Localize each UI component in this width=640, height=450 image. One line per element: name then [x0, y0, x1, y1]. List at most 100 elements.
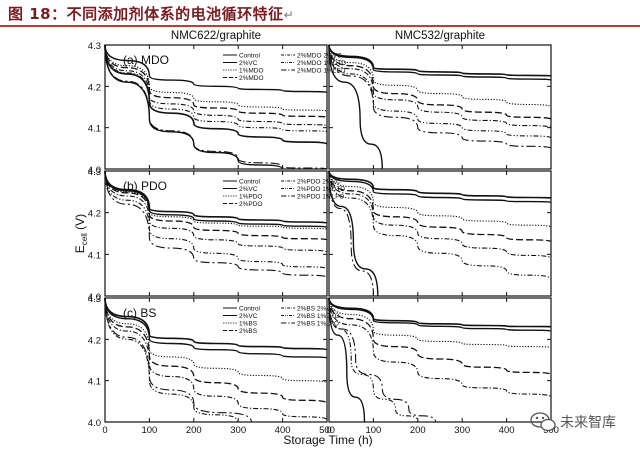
- legend-entry: 2%VC: [239, 186, 258, 193]
- x-tick-label: 100: [141, 425, 157, 436]
- y-axis-label: Ecell (V): [73, 214, 89, 253]
- y-tick-label: 4.2: [88, 209, 101, 220]
- battery-storage-chart: NMC622/graphite NMC532/graphite Ecell (V) S…: [73, 30, 559, 447]
- panel-2-2-series-line: [328, 170, 552, 203]
- legend-entry: 2%BS 2%VC: [297, 306, 336, 313]
- panel-3-2-series-line: [328, 297, 366, 423]
- panel-2-2-series-line: [328, 170, 379, 297]
- x-tick-label: 400: [275, 425, 291, 436]
- legend-entry: 2%PDO 1%LFO: [297, 194, 344, 201]
- row-label-3: (c) BS: [123, 306, 156, 320]
- legend-entry: Control: [239, 306, 261, 313]
- panel-2-1-series-line: [104, 170, 328, 278]
- legend-entry: 2%PDO: [239, 201, 262, 208]
- legend-entry: 1%PDO: [239, 194, 262, 201]
- y-tick-label: 4.0: [88, 165, 101, 176]
- legend-entry: 2%MDO: [239, 75, 264, 82]
- panel-1-2-frame: [328, 44, 552, 170]
- panel-3-2-series-line: [328, 297, 437, 423]
- panel-3-1-series-line: [104, 297, 253, 423]
- panel-2-1-series-line: [104, 170, 328, 241]
- legend-entry: 1%MDO: [239, 68, 264, 75]
- panel-3-2-frame: [328, 297, 552, 423]
- panel-1-2-series-line: [328, 44, 552, 139]
- panel-1-1-series-line: [104, 44, 328, 94]
- legend-entry: 2%MDO 2%VC: [297, 53, 342, 60]
- legend-entry: 2%MDO 1%LFO: [297, 68, 345, 75]
- panel-3-2-series-line: [328, 297, 552, 332]
- panel-1-2-series-line: [328, 44, 552, 129]
- y-tick-label: 4.2: [88, 335, 101, 346]
- panel-3-1-series-line: [104, 297, 328, 421]
- y-tick-label: 4.1: [88, 124, 101, 135]
- x-tick-label: 300: [230, 425, 246, 436]
- x-tick-label: 0: [326, 425, 331, 436]
- y-tick-label: 4.1: [88, 250, 101, 261]
- y-axis-label-main: E: [73, 245, 87, 253]
- y-axis-label-unit: (V): [73, 214, 87, 233]
- column-title-1: NMC622/graphite: [171, 30, 261, 42]
- header-rule: [0, 25, 640, 27]
- x-axis-label: Storage Time (h): [283, 433, 372, 447]
- panel-1-1-series-line: [104, 44, 328, 127]
- column-title-2: NMC532/graphite: [395, 30, 485, 42]
- x-tick-label: 500: [319, 425, 335, 436]
- panel-3-1-series-line: [104, 297, 328, 384]
- panel-1-2-series-line: [328, 44, 552, 149]
- panel-2-2-series-line: [328, 170, 552, 199]
- y-tick-label: 4.0: [88, 418, 101, 429]
- y-axis-label-sub: cell: [80, 233, 89, 245]
- panel-2-1-series-line: [104, 170, 328, 253]
- y-tick-label: 4.0: [88, 292, 101, 303]
- panel-2-1-series-line: [104, 170, 328, 230]
- figure-header: 图 18：不同添加剂体系的电池循环特征↵: [0, 0, 640, 27]
- panel-1-1-series-line: [104, 44, 284, 170]
- watermark-text: 未来智库: [560, 414, 616, 430]
- panel-3-1-series-line: [104, 297, 328, 359]
- panel-1-1-series-line: [104, 44, 328, 133]
- panel-1-2-series-line: [328, 44, 552, 108]
- figure-title: 图 18：不同添加剂体系的电池循环特征↵: [8, 5, 295, 23]
- panel-3-2-series-line: [328, 297, 552, 349]
- panel-2-2-series-line: [328, 170, 374, 297]
- wechat-logo-icon: [530, 412, 556, 432]
- panel-1-1-series-line: [104, 44, 328, 118]
- x-tick-label: 0: [102, 425, 107, 436]
- panel-3-1-frame: [104, 297, 328, 423]
- x-tick-label: 200: [410, 425, 426, 436]
- y-tick-label: 4.3: [88, 294, 101, 305]
- panel-3-2-series-line: [328, 297, 419, 423]
- watermark: 未来智库: [528, 408, 632, 436]
- panel-2-2-series-line: [328, 170, 552, 243]
- legend-entry: Control: [239, 53, 261, 60]
- panel-2-2-series-line: [328, 170, 552, 280]
- legend-entry: 1%BS: [239, 321, 258, 328]
- legend-entry: 2%VC: [239, 60, 258, 67]
- legend-entry: 2%PDO 2%VC: [297, 179, 341, 186]
- y-tick-label: 4.2: [88, 82, 101, 93]
- x-tick-label: 400: [499, 425, 515, 436]
- legend-entry: 2%BS 1%DTD: [297, 313, 340, 320]
- legend-entry: Control: [239, 179, 261, 186]
- x-tick-label: 300: [454, 425, 470, 436]
- legend-entry: 2%VC: [239, 313, 258, 320]
- legend-entry: 2%BS: [239, 328, 258, 335]
- panel-1-2-series-line: [328, 44, 552, 77]
- paragraph-mark: ↵: [283, 8, 295, 22]
- panel-1-2-series-line: [328, 44, 552, 120]
- panel-2-1-series-line: [104, 170, 328, 228]
- y-tick-label: 4.3: [88, 41, 101, 52]
- panel-3-2-series-line: [328, 297, 552, 328]
- legend-entry: 2%MDO 1%DTD: [297, 60, 346, 67]
- x-tick-label: 100: [365, 425, 381, 436]
- panel-3-2-series-line: [328, 297, 552, 398]
- panel-1-1-series-line: [104, 44, 328, 170]
- panel-3-1-series-line: [104, 297, 239, 423]
- y-tick-label: 4.1: [88, 377, 101, 388]
- row-label-1: (a) MDO: [123, 53, 169, 67]
- legend-entry: 2%PDO 1%DTD: [297, 186, 345, 193]
- panel-2-2-series-line: [328, 170, 552, 228]
- panel-3-2-series-line: [328, 297, 552, 375]
- y-tick-label: 4.3: [88, 167, 101, 178]
- panel-2-1-series-line: [104, 170, 328, 270]
